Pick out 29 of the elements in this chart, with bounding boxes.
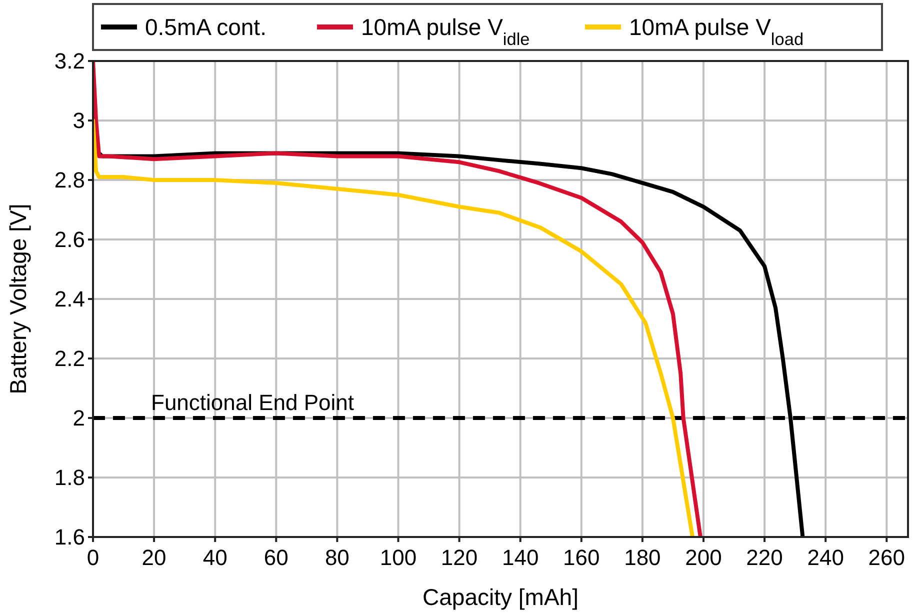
y-tick-label: 2.4: [54, 286, 85, 312]
y-tick-label: 3.2: [54, 48, 85, 74]
y-tick-label: 3: [72, 108, 85, 134]
x-tick-label: 160: [563, 545, 600, 570]
y-axis-title: Battery Voltage [V]: [5, 204, 31, 394]
x-tick-label: 40: [202, 545, 228, 570]
x-tick-label: 140: [502, 545, 539, 570]
x-tick-label: 80: [324, 545, 350, 570]
x-tick-label: 120: [440, 545, 478, 570]
x-axis-title: Capacity [mAh]: [422, 584, 578, 610]
x-tick-label: 260: [868, 545, 905, 570]
x-tick-label: 0: [86, 545, 100, 570]
legend-label: 10mA pulse V$_{load}$: [629, 14, 804, 49]
x-tick-label: 220: [746, 545, 783, 570]
legend-label: 0.5mA cont.: [145, 14, 266, 40]
x-tick-label: 200: [685, 545, 722, 570]
y-tick-label: 2.6: [54, 227, 85, 252]
x-tick-label: 100: [380, 545, 417, 570]
y-tick-label: 1.6: [54, 524, 85, 550]
legend-label: 10mA pulse V$_{idle}$: [361, 14, 530, 49]
x-tick-label: 180: [624, 545, 661, 570]
x-tick-label: 240: [807, 545, 844, 570]
ref-line-label: Functional End Point: [151, 390, 354, 415]
y-tick-label: 2.2: [54, 346, 85, 372]
x-tick-label: 20: [142, 545, 166, 570]
x-tick-label: 60: [264, 545, 288, 570]
y-tick-label: 2.8: [54, 168, 85, 193]
y-tick-label: 1.8: [54, 465, 85, 490]
y-tick-label: 2: [72, 406, 85, 431]
